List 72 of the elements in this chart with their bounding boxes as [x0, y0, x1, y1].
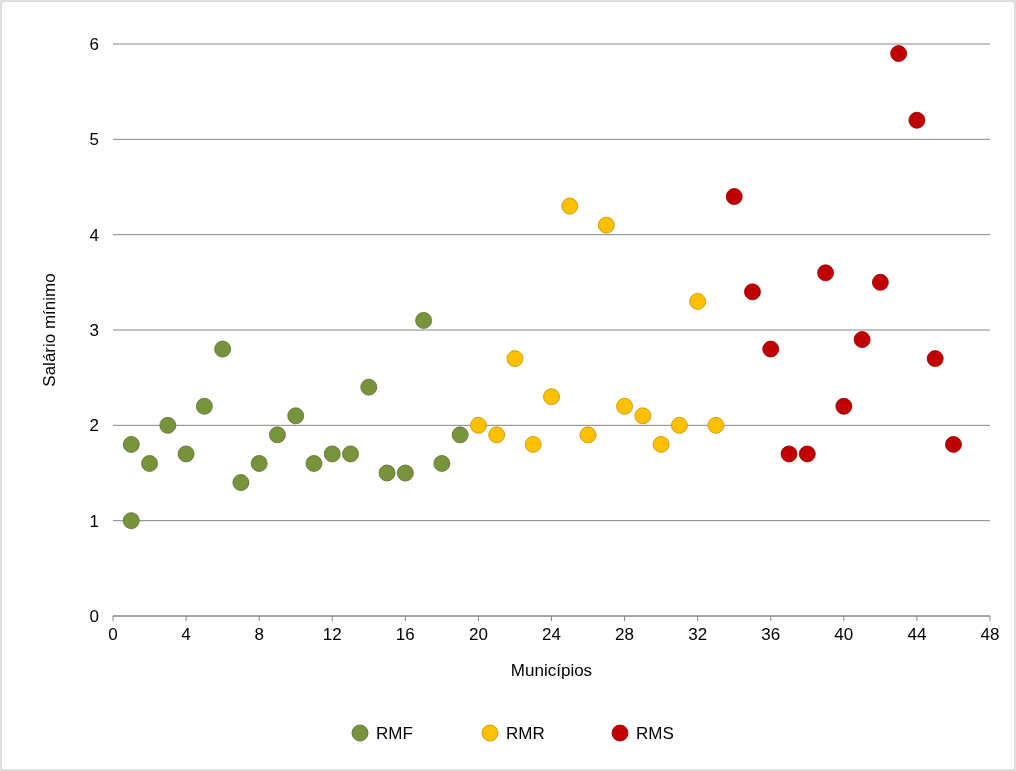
x-axis-title: Municípios: [510, 661, 593, 680]
point: [287, 407, 305, 425]
point: [323, 445, 341, 463]
point: [232, 474, 250, 491]
x-tick-label: 8: [254, 625, 264, 644]
x-tick-label: 40: [834, 625, 854, 644]
point: [396, 464, 414, 482]
point: [433, 455, 451, 472]
point: [671, 416, 688, 434]
y-tick-label: 6: [89, 35, 99, 54]
point: [798, 445, 816, 463]
legend-label: RMS: [636, 724, 674, 743]
point: [871, 273, 889, 291]
x-tick-label: 16: [395, 625, 415, 644]
point: [159, 416, 177, 434]
point: [908, 111, 926, 129]
point: [177, 445, 195, 463]
x-tick-label: 36: [761, 625, 781, 644]
point: [524, 436, 542, 453]
point: [945, 436, 962, 453]
y-tick-label: 5: [89, 130, 99, 150]
point: [835, 397, 853, 415]
point: [744, 283, 761, 301]
y-tick-label: 4: [89, 225, 99, 245]
point: [250, 455, 268, 472]
point: [762, 340, 780, 358]
x-tick-label: 44: [907, 625, 927, 644]
point: [890, 45, 908, 62]
point: [470, 416, 487, 434]
point: [561, 197, 579, 215]
point: [269, 426, 286, 444]
point: [725, 188, 743, 205]
point: [853, 331, 871, 348]
point: [488, 426, 506, 444]
point: [616, 397, 633, 415]
point: [780, 445, 798, 463]
point: [195, 397, 213, 415]
point: [506, 350, 524, 367]
point: [597, 216, 615, 234]
point: [214, 340, 232, 358]
point: [543, 388, 560, 406]
x-tick-label: 28: [615, 625, 635, 644]
point: [689, 293, 707, 310]
point: [342, 445, 359, 463]
point: [141, 455, 158, 472]
legend-label: RMF: [376, 724, 413, 743]
point: [926, 350, 944, 367]
point: [122, 512, 140, 530]
legend-label: RMR: [506, 724, 545, 743]
point: [305, 455, 323, 472]
point: [652, 436, 670, 453]
point: [415, 312, 432, 329]
x-tick-label: 4: [181, 625, 191, 644]
point: [817, 264, 834, 282]
point: [707, 416, 725, 434]
point: [634, 407, 652, 425]
point: [378, 464, 396, 482]
y-tick-label: 3: [89, 321, 99, 340]
y-axis-title: Salário mínimo: [40, 273, 59, 387]
x-tick-label: 24: [542, 625, 561, 644]
x-tick-label: 32: [688, 625, 708, 644]
x-tick-label: 48: [980, 625, 1000, 644]
point: [122, 436, 140, 453]
x-tick-label: 20: [468, 625, 488, 644]
y-tick-label: 0: [89, 607, 99, 626]
x-tick-label: 12: [322, 625, 342, 644]
y-tick-label: 1: [89, 511, 99, 531]
x-tick-label: 0: [108, 625, 118, 644]
point: [579, 426, 597, 444]
point: [451, 426, 469, 444]
point: [360, 378, 378, 396]
y-tick-label: 2: [89, 416, 99, 436]
